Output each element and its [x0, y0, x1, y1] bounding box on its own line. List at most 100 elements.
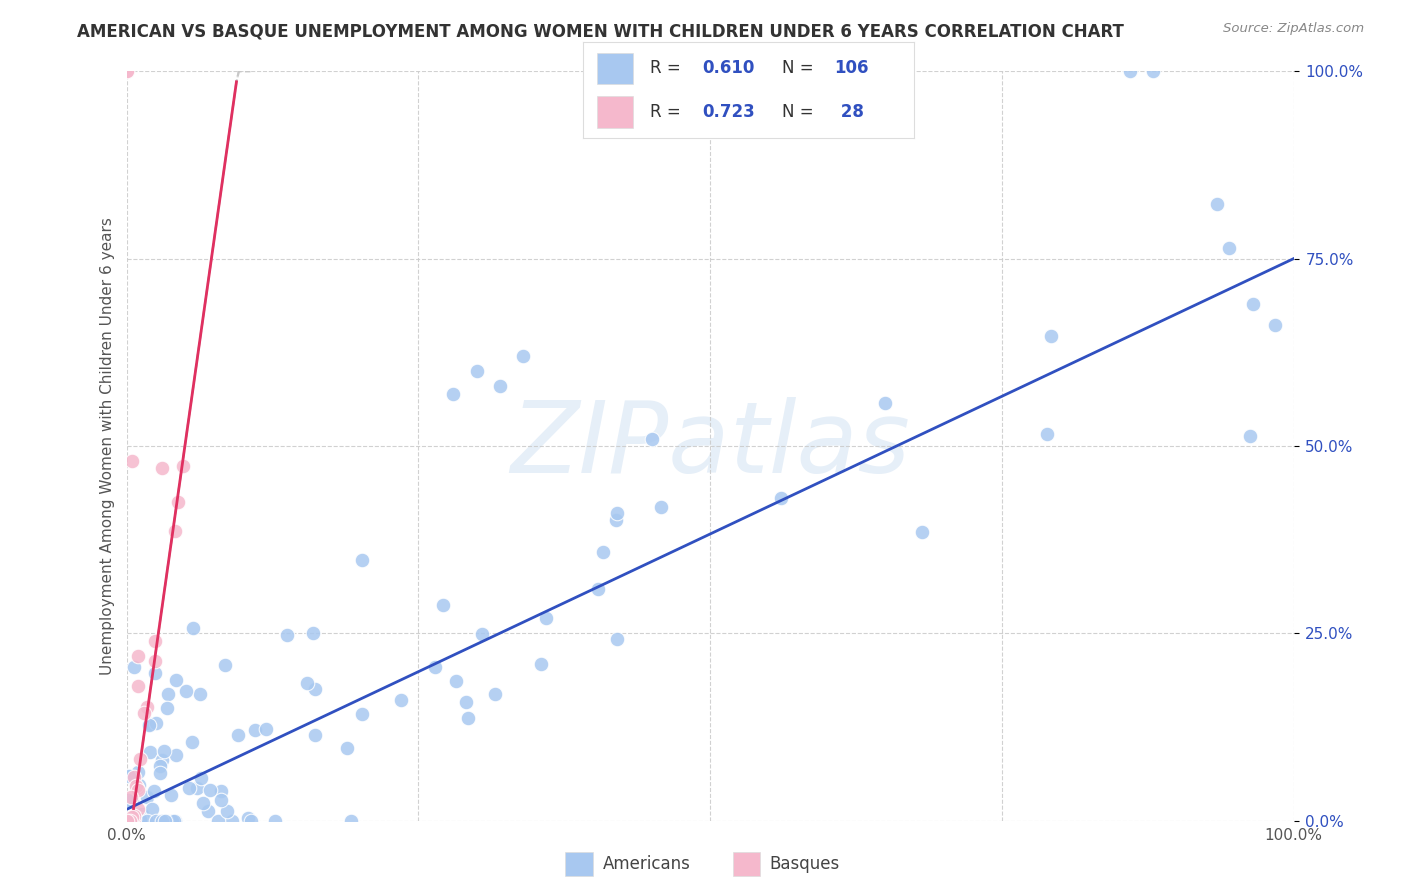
Point: [115, 814, 138, 828]
Point: [301, 625, 323, 640]
Point: [352, 552, 374, 566]
Point: [236, 811, 259, 825]
Point: [138, 718, 160, 732]
Bar: [565, 853, 593, 876]
Point: [129, 814, 152, 828]
Text: Basques: Basques: [769, 855, 839, 873]
Point: [441, 386, 464, 401]
Point: [191, 797, 214, 811]
Point: [174, 684, 197, 698]
Point: [1239, 428, 1261, 442]
Point: [153, 814, 176, 828]
Point: [484, 687, 506, 701]
Point: [650, 500, 672, 514]
Point: [264, 814, 287, 828]
Point: [121, 810, 143, 824]
Point: [135, 699, 157, 714]
Point: [124, 779, 146, 793]
Point: [127, 765, 149, 780]
Point: [181, 621, 204, 635]
Point: [136, 789, 159, 804]
Text: 28: 28: [835, 103, 863, 120]
Point: [1039, 329, 1062, 343]
Point: [127, 782, 149, 797]
Point: [304, 681, 326, 696]
Point: [145, 814, 167, 828]
Point: [156, 687, 179, 701]
Point: [127, 802, 149, 816]
Point: [143, 665, 166, 680]
Point: [207, 814, 229, 828]
Point: [115, 64, 138, 78]
Point: [145, 814, 167, 828]
Text: R =: R =: [650, 103, 686, 120]
Point: [115, 64, 138, 78]
Point: [1119, 64, 1142, 78]
Point: [150, 753, 173, 767]
Point: [122, 812, 145, 826]
Point: [457, 710, 479, 724]
Text: Americans: Americans: [603, 855, 690, 873]
Point: [117, 814, 139, 828]
Point: [276, 628, 298, 642]
Point: [534, 611, 557, 625]
Point: [125, 810, 148, 824]
Point: [1205, 197, 1227, 211]
Point: [118, 814, 141, 828]
Point: [245, 723, 267, 738]
Point: [120, 790, 142, 805]
Point: [122, 660, 145, 674]
Point: [605, 513, 627, 527]
Point: [117, 814, 139, 828]
Point: [217, 804, 239, 818]
Point: [432, 598, 454, 612]
Point: [135, 814, 157, 828]
Point: [141, 801, 163, 815]
Point: [769, 491, 792, 505]
Point: [165, 673, 187, 687]
Point: [145, 716, 167, 731]
Point: [1142, 64, 1164, 78]
Point: [125, 781, 148, 796]
Point: [471, 627, 494, 641]
Point: [120, 769, 142, 783]
Point: [226, 728, 249, 742]
Point: [139, 745, 162, 759]
Point: [425, 660, 447, 674]
Point: [121, 454, 143, 468]
Point: [148, 814, 170, 828]
Point: [162, 814, 184, 828]
Point: [118, 814, 141, 828]
Point: [129, 752, 152, 766]
Point: [135, 814, 157, 828]
Point: [465, 364, 488, 378]
Point: [117, 768, 139, 782]
Point: [134, 814, 156, 828]
Point: [145, 654, 167, 668]
Point: [124, 814, 146, 828]
Point: [512, 349, 534, 363]
Point: [446, 673, 468, 688]
Point: [160, 789, 183, 803]
Point: [122, 814, 145, 828]
Point: [121, 814, 143, 828]
Text: Source: ZipAtlas.com: Source: ZipAtlas.com: [1223, 22, 1364, 36]
Point: [149, 758, 172, 772]
Point: [239, 814, 262, 828]
Point: [209, 784, 232, 798]
Point: [127, 679, 149, 693]
Point: [132, 706, 155, 720]
Point: [198, 783, 221, 797]
Point: [155, 814, 177, 828]
Point: [120, 814, 142, 828]
Point: [606, 506, 628, 520]
Point: [1241, 297, 1264, 311]
Point: [128, 778, 150, 792]
Point: [336, 741, 359, 756]
Text: R =: R =: [650, 60, 686, 78]
Y-axis label: Unemployment Among Women with Children Under 6 years: Unemployment Among Women with Children U…: [100, 217, 115, 675]
Point: [150, 814, 173, 828]
Bar: [733, 853, 761, 876]
Point: [606, 632, 628, 646]
Point: [166, 495, 188, 509]
